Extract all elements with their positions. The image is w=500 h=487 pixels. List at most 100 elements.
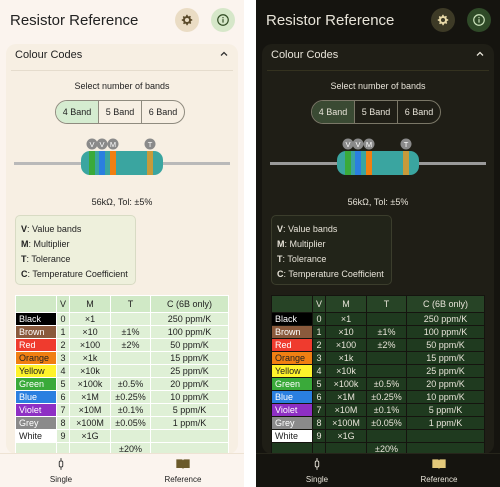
nav-reference-label: Reference <box>420 475 458 484</box>
value-cell: 8 <box>312 416 326 430</box>
band-option-5[interactable]: 5 Band <box>98 101 141 123</box>
header-name <box>271 295 313 313</box>
multiplier-cell: ×1G <box>69 429 111 443</box>
band-4[interactable] <box>403 151 409 175</box>
band-2[interactable] <box>99 151 105 175</box>
value-cell: 3 <box>312 351 326 365</box>
table-row: Blue 6 ×1M ±0.25% 10 ppm/K <box>15 390 229 404</box>
colour-codes-header[interactable]: Colour Codes <box>262 44 494 68</box>
band-option-4[interactable]: 4 Band <box>312 101 354 123</box>
tempco-cell: 50 ppm/K <box>406 338 485 352</box>
tolerance-cell: ±0.5% <box>366 377 407 391</box>
colour-name-cell: Black <box>271 312 313 326</box>
tempco-cell: 250 ppm/K <box>150 312 229 326</box>
tempco-cell: 10 ppm/K <box>150 390 229 404</box>
section-title: Colour Codes <box>15 49 83 61</box>
colour-name-cell: Brown <box>15 325 57 339</box>
bottom-navigation: Single Reference <box>0 453 244 487</box>
band-option-6[interactable]: 6 Band <box>397 101 440 123</box>
header-tempco: C (6B only) <box>406 295 485 313</box>
table-row: Orange 3 ×1k 15 ppm/K <box>271 351 485 365</box>
colour-name-cell: Violet <box>271 403 313 417</box>
colour-name-cell: Orange <box>15 351 57 365</box>
tempco-cell: 5 ppm/K <box>406 403 485 417</box>
header-multiplier: M <box>69 295 111 313</box>
band-legend: V: Value bands M: Multiplier T: Toleranc… <box>15 215 136 285</box>
tempco-cell: 15 ppm/K <box>406 351 485 365</box>
multiplier-cell: ×100k <box>325 377 367 391</box>
info-button[interactable] <box>211 8 235 32</box>
tempco-cell: 50 ppm/K <box>150 338 229 352</box>
header-value: V <box>56 295 70 313</box>
band-1[interactable] <box>89 151 95 175</box>
divider <box>11 70 233 71</box>
band-3[interactable] <box>110 151 116 175</box>
band-option-6[interactable]: 6 Band <box>141 101 184 123</box>
header-tempco: C (6B only) <box>150 295 229 313</box>
info-icon <box>473 14 485 26</box>
table-row: Yellow 4 ×10k 25 ppm/K <box>15 364 229 378</box>
colour-name-cell: Violet <box>15 403 57 417</box>
app-title: Resistor Reference <box>10 12 139 29</box>
band-1[interactable] <box>345 151 351 175</box>
table-row: White 9 ×1G <box>271 429 485 443</box>
band-option-5[interactable]: 5 Band <box>354 101 397 123</box>
tolerance-cell <box>366 364 407 378</box>
table-row: White 9 ×1G <box>15 429 229 443</box>
tolerance-cell <box>110 312 151 326</box>
info-button[interactable] <box>467 8 491 32</box>
band-prompt: Select number of bands <box>330 81 426 91</box>
value-cell: 7 <box>312 403 326 417</box>
value-cell: 4 <box>56 364 70 378</box>
resistor-value: 56kΩ, Tol: ±5% <box>91 197 153 207</box>
tolerance-cell <box>110 429 151 443</box>
band-marker: T <box>404 140 409 149</box>
band-4[interactable] <box>147 151 153 175</box>
band-option-4[interactable]: 4 Band <box>56 101 98 123</box>
app-bar: Resistor Reference <box>256 0 500 42</box>
legend-item: T: Tolerance <box>277 254 327 264</box>
multiplier-cell: ×100k <box>69 377 111 391</box>
table-row: Black 0 ×1 250 ppm/K <box>271 312 485 326</box>
colour-name-cell: Black <box>15 312 57 326</box>
nav-reference[interactable]: Reference <box>389 457 489 487</box>
header-multiplier: M <box>325 295 367 313</box>
chevron-up-icon <box>220 51 228 56</box>
band-2[interactable] <box>355 151 361 175</box>
book-icon <box>176 459 190 470</box>
value-cell: 9 <box>312 429 326 443</box>
colour-name-cell: Red <box>271 338 313 352</box>
tolerance-cell: ±0.05% <box>366 416 407 430</box>
nav-reference[interactable]: Reference <box>133 457 233 487</box>
band-markers: V V M T <box>342 138 412 150</box>
nav-single[interactable]: Single <box>11 457 111 487</box>
resistor-icon <box>58 458 64 470</box>
tolerance-cell <box>110 351 151 365</box>
tolerance-cell: ±0.05% <box>110 416 151 430</box>
multiplier-cell: ×1G <box>325 429 367 443</box>
colour-codes-header[interactable]: Colour Codes <box>6 44 238 68</box>
tolerance-cell: ±2% <box>110 338 151 352</box>
settings-button[interactable] <box>175 8 199 32</box>
colour-name-cell: Blue <box>271 390 313 404</box>
band-selector: 4 Band 5 Band 6 Band <box>311 100 441 124</box>
tempco-cell <box>150 442 229 454</box>
header-tolerance: T <box>110 295 151 313</box>
colour-name-cell: Yellow <box>271 364 313 378</box>
nav-single[interactable]: Single <box>267 457 367 487</box>
colour-name-cell: White <box>271 429 313 443</box>
settings-button[interactable] <box>431 8 455 32</box>
resistor-diagram: V V M T <box>270 138 486 175</box>
table-row: Grey 8 ×100M ±0.05% 1 ppm/K <box>15 416 229 430</box>
legend-item: C: Temperature Coefficient <box>21 269 128 279</box>
nav-reference-label: Reference <box>164 475 202 484</box>
tolerance-cell: ±1% <box>366 325 407 339</box>
table-header-row: V M T C (6B only) <box>271 295 485 313</box>
legend-item: V: Value bands <box>277 224 338 234</box>
multiplier-cell: ×10 <box>69 325 111 339</box>
tempco-cell: 25 ppm/K <box>406 364 485 378</box>
value-cell: 6 <box>312 390 326 404</box>
band-3[interactable] <box>366 151 372 175</box>
table-header-row: V M T C (6B only) <box>15 295 229 313</box>
table-row: Violet 7 ×10M ±0.1% 5 ppm/K <box>15 403 229 417</box>
